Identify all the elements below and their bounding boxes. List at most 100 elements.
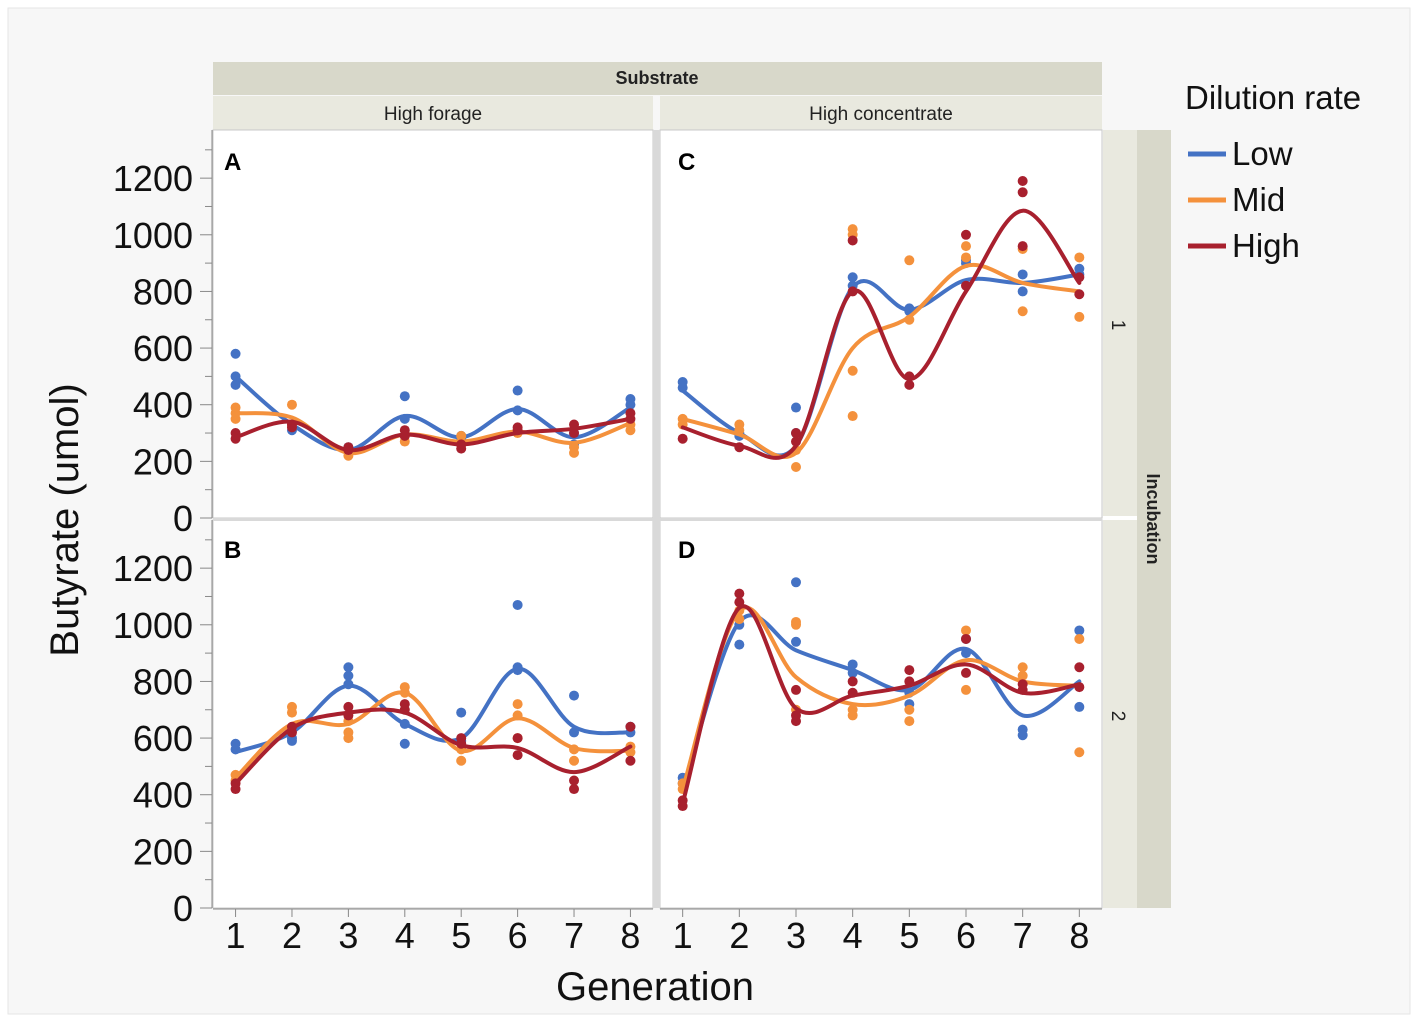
point-mid	[1017, 670, 1028, 681]
point-high	[625, 408, 636, 419]
panel-d-label: D	[678, 537, 695, 564]
x-tick-label: 4	[395, 915, 415, 956]
axes: 0200400600800100012000200400600800100012…	[113, 130, 1102, 956]
point-mid	[961, 625, 971, 636]
point-low	[734, 639, 745, 650]
point-low	[230, 379, 241, 390]
fit-line-mid	[233, 690, 633, 780]
point-mid	[456, 430, 467, 441]
row-label-2: 2	[1107, 711, 1128, 722]
point-low	[847, 272, 858, 283]
point-low	[399, 738, 410, 749]
y-tick-label: 0	[173, 888, 193, 929]
point-mid	[1017, 662, 1028, 673]
y-tick-label: 400	[133, 775, 193, 816]
marks	[230, 175, 1085, 812]
point-mid	[961, 684, 971, 695]
point-mid	[569, 755, 580, 766]
point-low	[230, 348, 241, 359]
y-tick-label: 1000	[113, 605, 193, 646]
x-tick-label: 7	[1013, 915, 1033, 956]
point-mid	[847, 710, 858, 721]
row-label-1: 1	[1107, 320, 1128, 331]
incubation-strip	[1137, 130, 1171, 908]
y-tick-label: 1000	[113, 215, 193, 256]
point-high	[569, 775, 580, 786]
point-high	[512, 733, 523, 744]
point-high	[677, 801, 688, 812]
legend: Dilution rate Low Mid High	[1185, 79, 1361, 264]
point-high	[677, 433, 688, 444]
point-mid	[1074, 633, 1085, 644]
point-mid	[569, 447, 580, 458]
point-high	[512, 750, 523, 761]
point-mid	[1074, 252, 1085, 263]
point-mid	[904, 704, 915, 715]
x-tick-label: 2	[282, 915, 302, 956]
point-mid	[286, 399, 297, 410]
point-mid	[961, 241, 971, 252]
point-low	[1074, 625, 1085, 636]
point-low	[1017, 269, 1028, 280]
y-tick-label: 800	[133, 271, 193, 312]
point-high	[1074, 289, 1085, 300]
point-high	[791, 716, 801, 727]
point-high	[230, 784, 241, 795]
y-tick-label: 400	[133, 385, 193, 426]
y-tick-label: 1200	[113, 158, 193, 199]
point-high	[1017, 175, 1028, 186]
panel-c-marks	[677, 175, 1085, 473]
point-low	[791, 636, 801, 647]
x-tick-label: 1	[673, 915, 693, 956]
x-tick-label: 6	[508, 915, 528, 956]
point-mid	[456, 755, 467, 766]
panel-a-background	[212, 129, 654, 519]
y-tick-label: 200	[133, 831, 193, 872]
point-mid	[286, 707, 297, 718]
point-low	[343, 670, 354, 681]
point-low	[343, 662, 354, 673]
point-low	[286, 735, 297, 746]
panel-b-background	[212, 519, 654, 909]
substrate-strip	[213, 62, 1102, 95]
point-low	[1017, 730, 1028, 741]
panel-b-label: B	[224, 537, 241, 564]
legend-label-high: High	[1232, 227, 1300, 264]
column-label-high-forage: High forage	[384, 104, 482, 125]
point-high	[512, 422, 523, 433]
panel-c-background	[659, 129, 1103, 519]
y-tick-label: 200	[133, 441, 193, 482]
x-tick-label: 8	[1069, 915, 1089, 956]
x-tick-label: 3	[338, 915, 358, 956]
point-high	[847, 235, 858, 246]
point-mid	[791, 619, 801, 630]
legend-label-low: Low	[1232, 135, 1293, 172]
fit-line-low	[233, 374, 633, 453]
column-strip-left	[213, 96, 653, 130]
point-high	[961, 229, 971, 240]
point-high	[1074, 662, 1085, 673]
panel-d-marks	[677, 577, 1085, 812]
point-high	[791, 684, 801, 695]
fit-line-mid	[680, 262, 1082, 460]
x-tick-label: 2	[729, 915, 749, 956]
point-mid	[625, 425, 636, 436]
column-label-high-concentrate: High concentrate	[809, 104, 953, 125]
fit-line-high	[233, 416, 633, 453]
x-tick-label: 6	[956, 915, 976, 956]
point-high	[625, 755, 636, 766]
point-mid	[1074, 311, 1085, 322]
x-tick-label: 3	[786, 915, 806, 956]
point-high	[961, 667, 971, 678]
point-mid	[961, 252, 971, 263]
point-mid	[847, 411, 858, 422]
panel-c-label: C	[678, 149, 695, 176]
fit-line-high	[680, 208, 1082, 460]
point-low	[1017, 286, 1028, 297]
x-tick-label: 4	[843, 915, 863, 956]
point-low	[791, 577, 801, 588]
point-mid	[512, 699, 523, 710]
legend-title: Dilution rate	[1185, 79, 1361, 116]
